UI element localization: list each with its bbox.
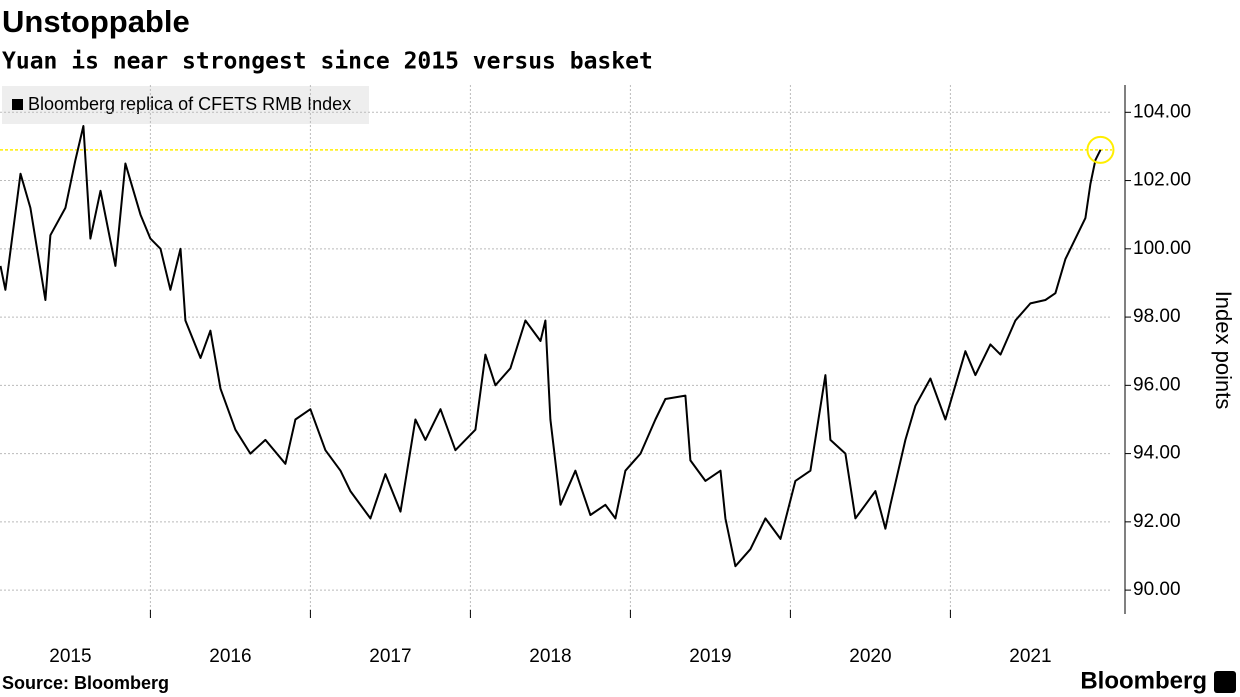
x-tick-label: 2021 [1009,646,1051,667]
brand: Bloomberg [1080,667,1207,694]
x-tick-label: 2016 [209,646,251,667]
x-tick-label: 2015 [49,646,91,667]
y-axis-title: Index points [1211,291,1236,410]
x-tick-label: 2020 [849,646,891,667]
y-tick-label: 102.00 [1133,170,1191,191]
x-tick-label: 2019 [689,646,731,667]
chart-title: Unstoppable [2,4,190,39]
source: Source: Bloomberg [2,673,169,693]
y-tick-label: 98.00 [1133,306,1181,327]
legend-box [2,86,369,124]
legend-swatch [12,99,23,110]
y-tick-label: 96.00 [1133,374,1181,395]
legend-label: Bloomberg replica of CFETS RMB Index [28,94,351,114]
grid [0,85,1112,614]
y-tick-label: 100.00 [1133,238,1191,259]
highlight-circle [1086,135,1115,164]
y-tick-label: 92.00 [1133,511,1181,532]
y-tick-label: 104.00 [1133,101,1191,122]
legend: Bloomberg replica of CFETS RMB Index [2,86,369,124]
chart-subtitle: Yuan is near strongest since 2015 versus… [2,49,653,75]
y-tick-label: 94.00 [1133,443,1181,464]
series-line [0,125,1102,568]
x-tick-label: 2018 [529,646,571,667]
y-tick-label: 90.00 [1133,579,1181,600]
x-tick-label: 2017 [369,646,411,667]
brand-icon [1214,671,1236,693]
